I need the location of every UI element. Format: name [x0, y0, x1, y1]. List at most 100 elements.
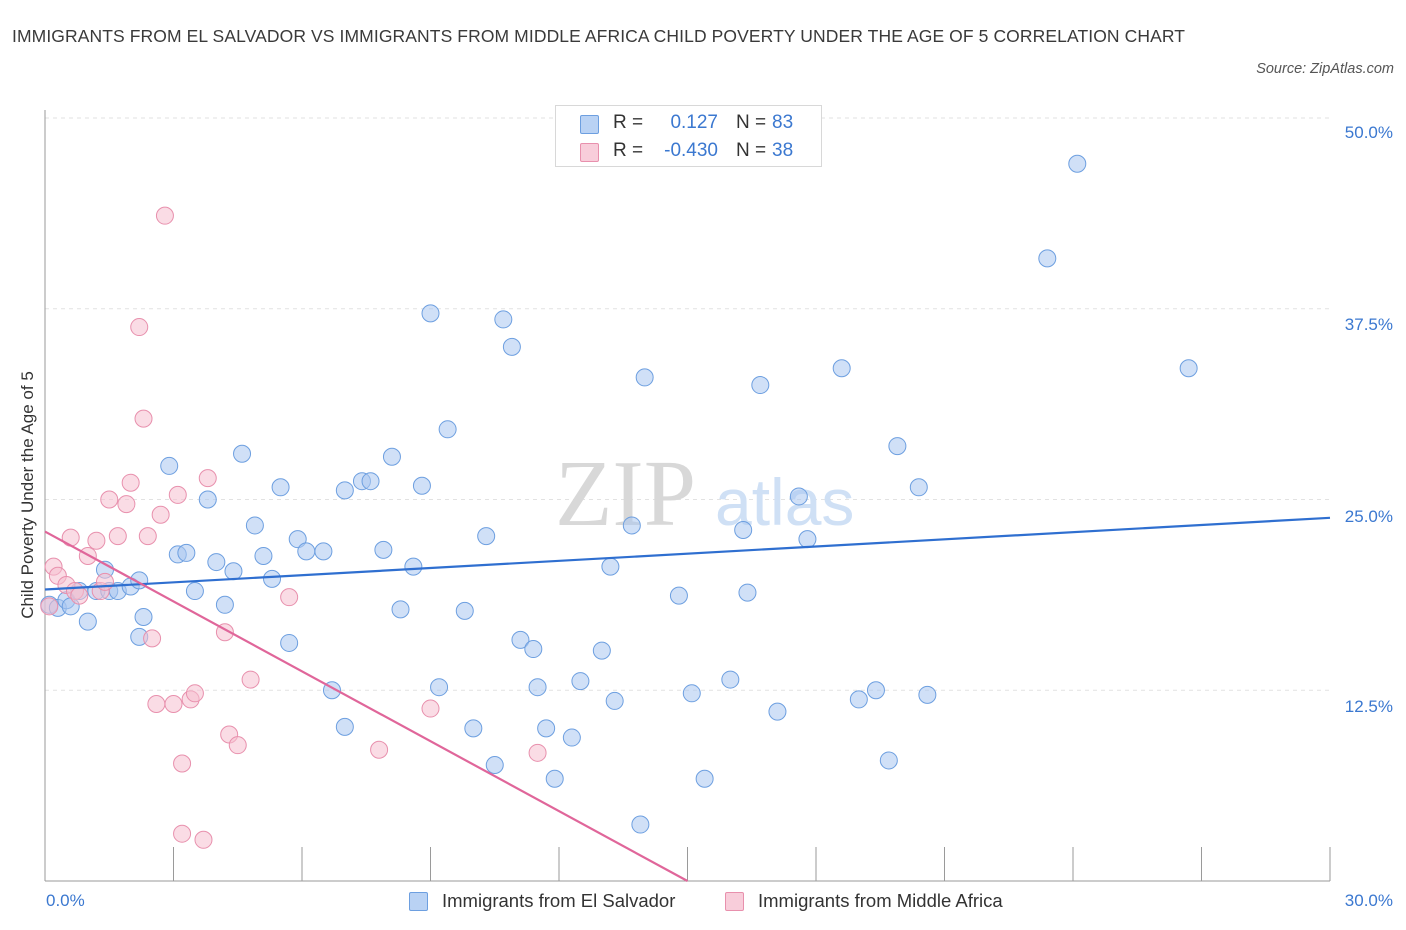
data-point-middle-africa — [168, 485, 187, 504]
bottom-legend-label-middle-africa: Immigrants from Middle Africa — [758, 890, 1003, 911]
watermark: ZIP atlas — [555, 442, 854, 546]
data-point-middle-africa — [147, 694, 166, 713]
data-point-el-salvador — [669, 586, 688, 605]
data-point-middle-africa — [528, 743, 547, 762]
data-point-middle-africa — [40, 597, 59, 616]
data-point-el-salvador — [768, 702, 787, 721]
data-point-el-salvador — [562, 728, 581, 747]
data-point-el-salvador — [438, 420, 457, 439]
data-point-el-salvador — [455, 601, 474, 620]
data-point-el-salvador — [134, 608, 153, 627]
data-point-el-salvador — [477, 527, 496, 546]
data-point-el-salvador — [524, 640, 543, 659]
data-point-el-salvador — [254, 546, 273, 565]
data-point-el-salvador — [1179, 359, 1198, 378]
data-point-el-salvador — [177, 543, 196, 562]
trend-lines — [44, 516, 1331, 882]
data-point-el-salvador — [918, 685, 937, 704]
y-tick-37-5: 37.5% — [1344, 315, 1393, 334]
data-point-middle-africa — [151, 505, 170, 524]
data-point-el-salvador — [361, 472, 380, 491]
data-point-middle-africa — [173, 754, 192, 773]
data-point-el-salvador — [622, 516, 641, 535]
data-point-el-salvador — [635, 368, 654, 387]
bottom-legend-swatch-blue — [409, 892, 428, 911]
y-tick-25: 25.0% — [1344, 507, 1393, 526]
data-point-el-salvador — [545, 769, 564, 788]
bottom-legend-label-el-salvador: Immigrants from El Salvador — [442, 890, 676, 911]
data-point-middle-africa — [121, 473, 140, 492]
data-point-middle-africa — [164, 694, 183, 713]
data-point-middle-africa — [100, 490, 119, 509]
data-point-el-salvador — [909, 478, 928, 497]
data-point-el-salvador — [631, 815, 650, 834]
data-point-el-salvador — [832, 359, 851, 378]
data-point-el-salvador — [528, 678, 547, 697]
data-point-middle-africa — [173, 824, 192, 843]
data-point-el-salvador — [734, 521, 753, 540]
legend-r-label: R = — [613, 112, 644, 133]
data-point-el-salvador — [695, 769, 714, 788]
data-point-el-salvador — [721, 670, 740, 689]
data-point-el-salvador — [430, 678, 449, 697]
data-point-middle-africa — [87, 531, 106, 550]
data-point-middle-africa — [228, 736, 247, 755]
data-point-middle-africa — [134, 409, 153, 428]
data-point-el-salvador — [866, 681, 885, 700]
source-note: Source: ZipAtlas.com — [1256, 61, 1394, 77]
data-point-el-salvador — [198, 490, 217, 509]
data-point-el-salvador — [263, 569, 282, 588]
data-point-el-salvador — [288, 530, 307, 549]
axes — [44, 110, 1331, 882]
data-point-el-salvador — [485, 756, 504, 775]
data-point-el-salvador — [738, 583, 757, 602]
gridlines — [45, 117, 1330, 691]
data-point-el-salvador — [374, 540, 393, 559]
data-point-el-salvador — [571, 672, 590, 691]
data-point-el-salvador — [494, 310, 513, 329]
chart-title: IMMIGRANTS FROM EL SALVADOR VS IMMIGRANT… — [12, 26, 1186, 46]
correlation-legend: R = 0.127 N = 83 R = -0.430 N = 38 — [555, 105, 822, 167]
data-point-el-salvador — [1068, 154, 1087, 173]
data-point-el-salvador — [335, 717, 354, 736]
legend-n-value: 83 — [772, 112, 794, 133]
data-point-el-salvador — [751, 376, 770, 395]
x-tick-max: 30.0% — [1344, 891, 1393, 910]
data-point-middle-africa — [130, 318, 149, 337]
x-tick-min: 0.0% — [46, 891, 85, 910]
y-tick-50: 50.0% — [1344, 123, 1393, 142]
data-point-el-salvador — [888, 437, 907, 456]
data-point-el-salvador — [421, 304, 440, 323]
data-point-middle-africa — [70, 586, 89, 605]
legend-r-label: R = — [613, 140, 644, 161]
legend-r-value: 0.127 — [670, 112, 718, 133]
legend-n-value: 38 — [772, 140, 794, 161]
data-point-el-salvador — [185, 582, 204, 601]
data-point-el-salvador — [297, 542, 316, 561]
data-point-el-salvador — [314, 542, 333, 561]
series-el-salvador-points — [40, 154, 1198, 834]
data-point-el-salvador — [335, 481, 354, 500]
data-point-el-salvador — [601, 557, 620, 576]
data-point-middle-africa — [108, 527, 127, 546]
data-point-middle-africa — [143, 629, 162, 648]
data-point-middle-africa — [138, 527, 157, 546]
data-point-el-salvador — [464, 719, 483, 738]
data-point-el-salvador — [224, 562, 243, 581]
legend-swatch-blue — [580, 115, 599, 134]
data-point-middle-africa — [421, 699, 440, 718]
trend-line-el-salvador — [44, 516, 1331, 591]
data-point-el-salvador — [849, 690, 868, 709]
data-point-middle-africa — [61, 528, 80, 547]
data-point-middle-africa — [155, 206, 174, 225]
legend-swatch-pink — [580, 143, 599, 162]
legend-n-label: N = — [736, 112, 767, 133]
legend-n-label: N = — [736, 140, 767, 161]
legend-r-value: -0.430 — [664, 140, 718, 161]
data-point-el-salvador — [682, 684, 701, 703]
series-middle-africa-points — [40, 206, 547, 849]
data-point-middle-africa — [198, 469, 217, 488]
data-point-middle-africa — [370, 740, 389, 759]
data-point-el-salvador — [271, 478, 290, 497]
